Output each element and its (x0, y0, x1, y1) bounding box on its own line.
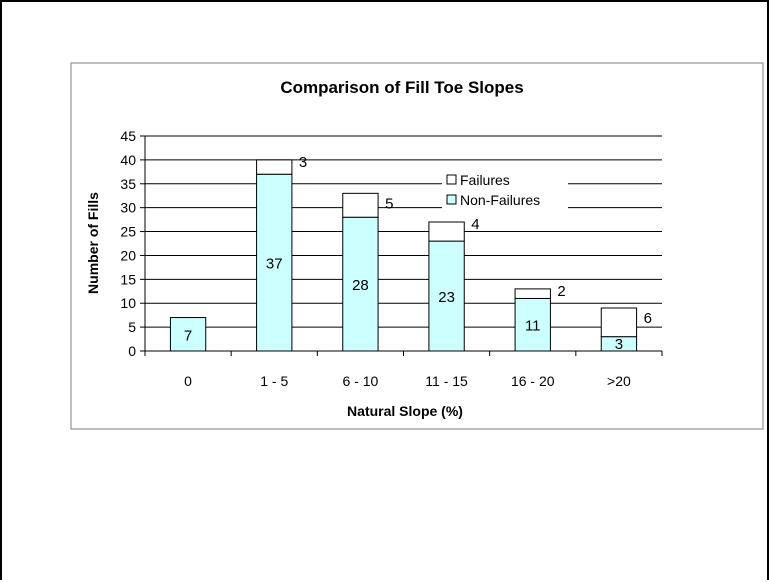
gridlines (145, 135, 662, 328)
data-label-failures: 4 (471, 216, 479, 233)
y-tick-label: 35 (120, 176, 136, 192)
data-label-non-failures: 28 (352, 277, 369, 294)
bar-non-failures (428, 240, 465, 352)
bar-failures (428, 221, 465, 242)
bar-non-failures (256, 173, 293, 352)
data-label-failures: 6 (644, 310, 652, 327)
bar-failures (514, 288, 551, 299)
chart-title: Comparison of Fill Toe Slopes (280, 78, 523, 97)
data-label-non-failures: 37 (266, 256, 283, 273)
legend-swatch (446, 174, 457, 185)
y-tick-label: 0 (128, 343, 136, 359)
legend-label: Failures (460, 172, 510, 188)
legend-label: Non-Failures (460, 192, 540, 208)
x-tick-label: 0 (184, 373, 192, 389)
x-tick-label: 16 - 20 (511, 373, 555, 389)
chart-area-border (70, 62, 764, 430)
bar-non-failures (342, 216, 379, 352)
bar-non-failures (169, 317, 207, 352)
bar-failures (600, 307, 638, 338)
y-tick-label: 40 (120, 152, 136, 168)
bar-failures (256, 159, 293, 175)
x-tick-label: 1 - 5 (260, 373, 288, 389)
y-tick-label: 25 (120, 224, 136, 240)
x-tick-label: 6 - 10 (343, 373, 379, 389)
legend: Failures Non-Failures (442, 167, 568, 211)
data-label-non-failures: 23 (438, 289, 455, 306)
x-tick-label: >20 (607, 373, 631, 389)
legend-swatch (446, 194, 457, 205)
y-tick-label: 45 (120, 128, 136, 144)
data-label-non-failures: 11 (525, 318, 541, 335)
legend-box (442, 167, 568, 211)
y-tick-label: 5 (128, 319, 136, 335)
data-label-failures: 5 (385, 195, 393, 212)
data-label-failures: 3 (299, 154, 307, 171)
bar-non-failures (514, 297, 551, 352)
y-tick-label: 15 (120, 271, 136, 287)
x-axis-title: Natural Slope (%) (347, 403, 463, 419)
y-axis-title: Number of Fills (85, 192, 101, 294)
y-tick-label: 20 (120, 247, 136, 263)
y-tick-label: 30 (120, 200, 136, 216)
data-label-failures: 2 (557, 283, 565, 300)
y-tick-label: 10 (120, 295, 136, 311)
data-label-non-failures: 3 (615, 336, 623, 353)
data-label-non-failures: 7 (184, 327, 192, 344)
bars (169, 159, 638, 352)
x-tick-label: 11 - 15 (425, 373, 468, 389)
bar-failures (342, 192, 379, 218)
